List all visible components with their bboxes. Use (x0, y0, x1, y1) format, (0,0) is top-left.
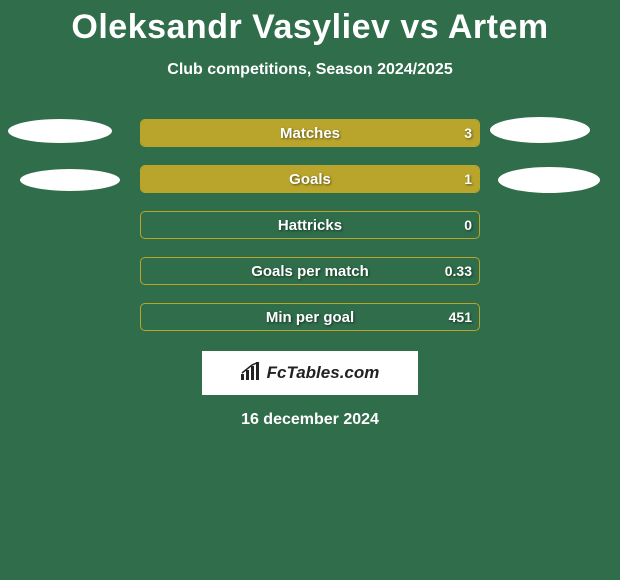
branding-text: FcTables.com (267, 363, 380, 383)
branding-badge: FcTables.com (202, 351, 418, 395)
bar-track (140, 119, 480, 147)
stat-row: Matches 3 (0, 119, 620, 149)
stat-row: Goals per match 0.33 (0, 257, 620, 287)
comparison-infographic: Oleksandr Vasyliev vs Artem Club competi… (0, 0, 620, 580)
stat-row: Hattricks 0 (0, 211, 620, 241)
bar-track (140, 257, 480, 285)
subtitle: Club competitions, Season 2024/2025 (0, 61, 620, 79)
chart-icon (241, 362, 263, 385)
bar-track (140, 165, 480, 193)
page-title: Oleksandr Vasyliev vs Artem (0, 0, 620, 47)
bar-track (140, 303, 480, 331)
stat-bars: Matches 3 Goals 1 Hattricks 0 Goals per … (0, 119, 620, 333)
stat-row: Min per goal 451 (0, 303, 620, 333)
bar-fill (141, 120, 479, 146)
bar-fill (141, 166, 479, 192)
stat-row: Goals 1 (0, 165, 620, 195)
bar-track (140, 211, 480, 239)
date-label: 16 december 2024 (0, 411, 620, 429)
